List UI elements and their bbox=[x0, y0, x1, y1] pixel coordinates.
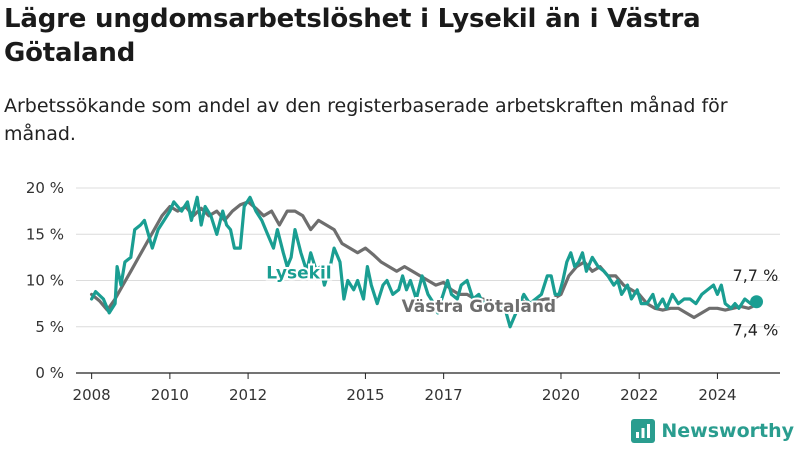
series-end-dot-lysekil bbox=[750, 295, 764, 309]
x-tick-label: 2017 bbox=[425, 386, 463, 404]
x-tick-label: 2020 bbox=[542, 386, 580, 404]
x-tick-label: 2010 bbox=[151, 386, 189, 404]
y-tick-label: 5 % bbox=[35, 318, 64, 336]
end-label-vastra-gotaland: 7,4 % bbox=[733, 321, 779, 340]
bar-chart-icon bbox=[631, 419, 656, 443]
series-labels: 7,7 % 7,4 % Lysekil Västra Götaland bbox=[264, 262, 779, 340]
x-tick-label: 2022 bbox=[620, 386, 658, 404]
x-tick-label: 2012 bbox=[229, 386, 267, 404]
chart-subtitle: Arbetssökande som andel av den registerb… bbox=[4, 95, 728, 145]
x-tick-label: 2008 bbox=[73, 386, 111, 404]
y-axis-ticks: 0 % 5 % 10 % 15 % 20 % bbox=[26, 179, 64, 382]
end-label-lysekil: 7,7 % bbox=[733, 266, 779, 285]
x-axis: 2008 2010 2012 2015 2017 2020 2022 2024 bbox=[73, 373, 737, 404]
x-tick-label: 2015 bbox=[346, 386, 384, 404]
series-line-lysekil bbox=[90, 195, 759, 329]
series-label-vastra-gotaland: Västra Götaland bbox=[402, 297, 557, 317]
y-tick-label: 10 % bbox=[26, 272, 64, 290]
y-tick-label: 0 % bbox=[35, 364, 64, 382]
x-tick-label: 2024 bbox=[698, 386, 736, 404]
chart-title: Lägre ungdomsarbetslöshet i Lysekil än i… bbox=[4, 4, 701, 68]
brand-name: Newsworthy bbox=[661, 420, 794, 442]
series-label-lysekil: Lysekil bbox=[266, 264, 331, 284]
newsworthy-logo: Newsworthy bbox=[631, 418, 794, 444]
series-lines bbox=[90, 195, 764, 329]
y-tick-label: 20 % bbox=[26, 179, 64, 197]
y-tick-label: 15 % bbox=[26, 225, 64, 243]
